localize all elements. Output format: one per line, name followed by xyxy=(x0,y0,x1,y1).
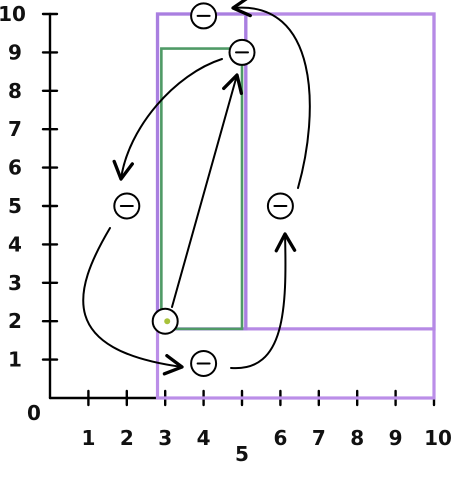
right-rect xyxy=(244,12,436,331)
rectangles xyxy=(155,12,436,400)
origin-label: 0 xyxy=(27,401,41,425)
x-tick-label: 8 xyxy=(350,426,364,450)
arrow-upper-right-to-left xyxy=(112,58,223,181)
y-tick-label: 8 xyxy=(8,79,22,103)
x-tick-label: 3 xyxy=(158,426,172,450)
x-tick-label: 1 xyxy=(81,426,95,450)
node-top xyxy=(190,2,218,30)
outer-rect xyxy=(155,12,436,400)
node-lower-left xyxy=(151,307,179,335)
inner-green-rect xyxy=(160,47,244,331)
y-tick-label: 1 xyxy=(8,348,22,372)
y-tick-label: 10 xyxy=(0,2,26,26)
y-tick-label: 5 xyxy=(8,194,22,218)
x-tick-label: 2 xyxy=(120,426,134,450)
y-axis-ticks xyxy=(41,12,59,361)
x-axis-tick-labels: 1 2 3 456 7 8 9 10 xyxy=(81,426,451,466)
arrow-bottom-to-right xyxy=(230,232,297,370)
arrow-lower-left-to-upper-right xyxy=(171,73,244,308)
y-tick-label: 4 xyxy=(8,232,22,256)
node-dot xyxy=(164,318,171,325)
x-tick-label: 4 xyxy=(197,426,211,450)
node-upper-right xyxy=(228,38,256,66)
y-tick-label: 3 xyxy=(8,271,22,295)
x-tick-label: 7 xyxy=(312,426,326,450)
x-tick-label: 10 xyxy=(424,426,452,450)
y-tick-label: 6 xyxy=(8,156,22,180)
node-left xyxy=(113,192,141,220)
node-right xyxy=(266,192,294,220)
x-tick-label: 5 xyxy=(235,442,249,466)
node-bottom xyxy=(190,349,218,377)
y-tick-label: 7 xyxy=(8,117,22,141)
nodes xyxy=(113,2,294,377)
x-tick-label: 6 xyxy=(273,426,287,450)
x-tick-label: 9 xyxy=(389,426,403,450)
arrows xyxy=(82,0,311,376)
arrow-left-to-bottom xyxy=(82,227,184,376)
y-tick-label: 2 xyxy=(8,309,22,333)
y-axis-tick-labels: 1 2 3 4 5 6 7 8 9 10 xyxy=(0,2,26,372)
arrow-right-to-top xyxy=(231,0,311,189)
y-tick-label: 9 xyxy=(8,40,22,64)
